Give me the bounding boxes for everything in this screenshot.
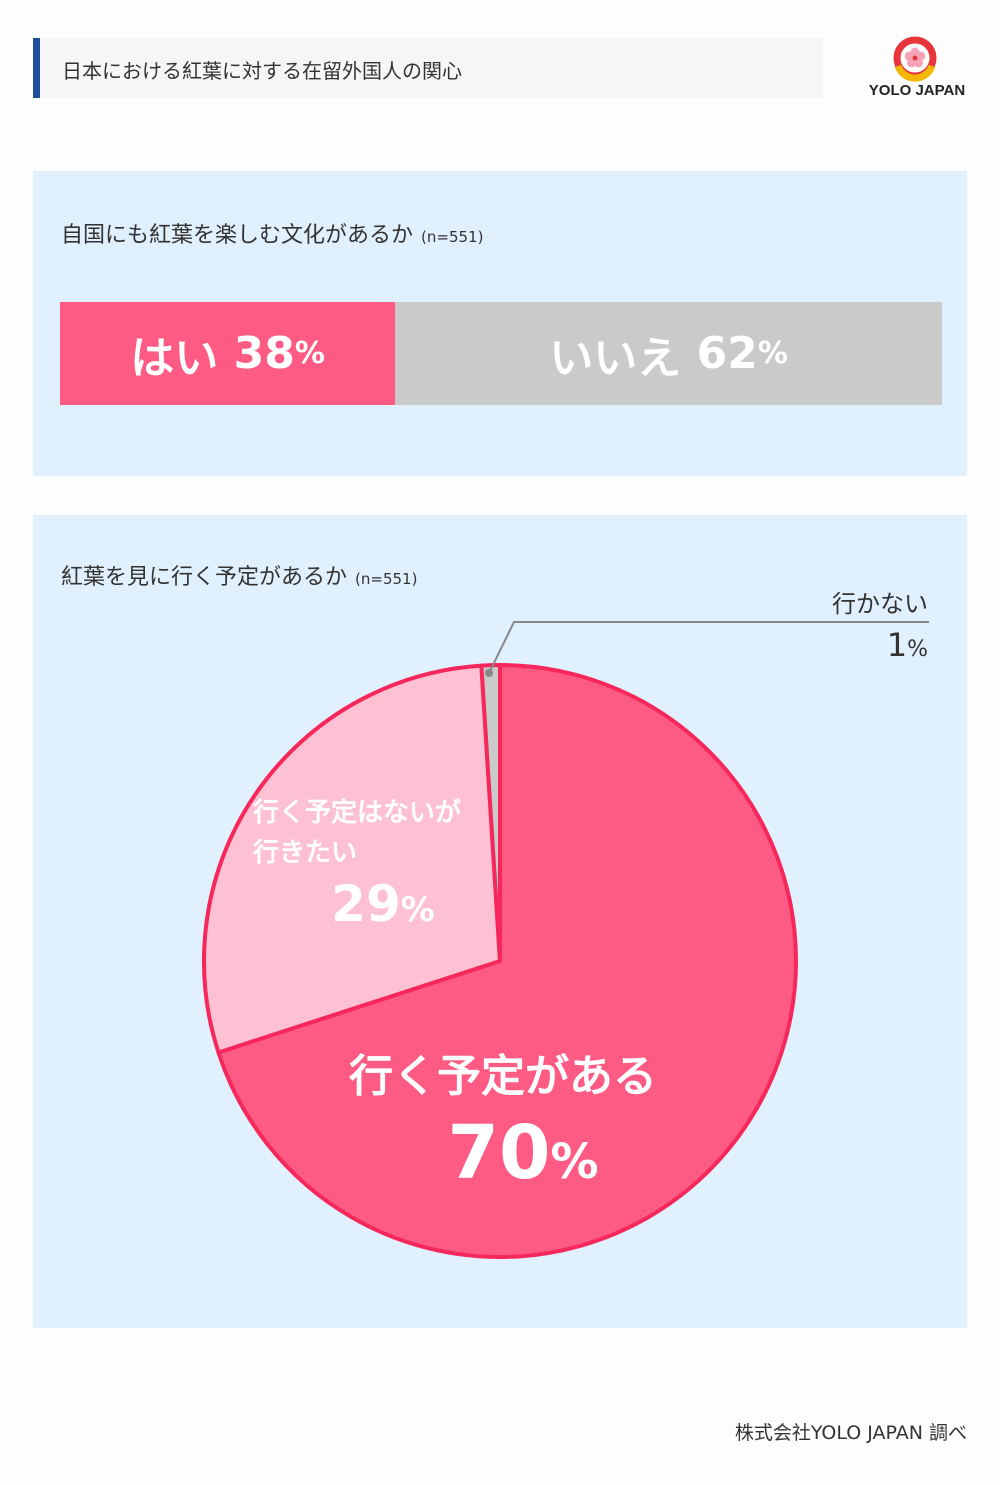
leader-dot <box>485 669 493 677</box>
pie-slice-want-to-go <box>202 663 502 1055</box>
logo-text: YOLO JAPAN <box>868 82 966 99</box>
source-credit: 株式会社YOLO JAPAN 調べ <box>734 1422 967 1444</box>
slice-value-want-number: 29 <box>331 875 401 933</box>
slice-label-want-line1: 行く予定はないが <box>253 798 462 828</box>
slice-label-want-to-go: 行く予定はないが 行きたい <box>253 793 461 873</box>
cherry-blossom-icon <box>893 36 937 82</box>
bar-value-no: 62 <box>696 328 758 379</box>
question-heading: 自国にも紅葉を楽しむ文化があるか (n=551) <box>61 217 483 249</box>
slice-label-not-going: 行かない <box>832 590 928 618</box>
question-text: 紅葉を見に行く予定があるか <box>61 565 348 590</box>
sample-size: (n=551) <box>355 570 418 588</box>
sample-size: (n=551) <box>421 228 484 246</box>
slice-value-want-to-go: 29% <box>323 875 443 933</box>
bar-segment-yes: はい 38% <box>60 302 396 405</box>
pie-chart <box>202 621 929 1259</box>
page-title-bar: 日本における紅葉に対する在留外国人の関心 <box>33 38 823 98</box>
bar-label-yes: はい <box>130 332 219 384</box>
question-text: 自国にも紅葉を楽しむ文化があるか <box>61 223 414 248</box>
plan-question-panel: 紅葉を見に行く予定があるか (n=551) 行かない 1% 行く予定はないが 行き… <box>33 515 967 1328</box>
pie-slice-planning <box>216 663 798 1259</box>
slice-value-not-going-unit: % <box>907 637 928 662</box>
bar-value-yes: 38 <box>233 328 295 379</box>
slice-value-planning-unit: % <box>550 1134 599 1190</box>
culture-question-panel: 自国にも紅葉を楽しむ文化があるか (n=551) はい 38% いいえ 62% <box>33 171 967 476</box>
yolo-japan-logo: YOLO JAPAN <box>862 36 972 106</box>
bar-segment-no: いいえ 62% <box>395 302 942 405</box>
slice-value-planning: 70% <box>433 1110 613 1196</box>
slice-value-not-going: 1% <box>821 626 928 664</box>
page-title: 日本における紅葉に対する在留外国人の関心 <box>62 59 462 83</box>
question-heading: 紅葉を見に行く予定があるか (n=551) <box>61 559 417 591</box>
leader-line <box>488 621 929 674</box>
bar-label-no: いいえ <box>549 332 682 384</box>
slice-value-not-going-number: 1 <box>886 626 908 664</box>
slice-label-planning: 行く予定がある <box>349 1051 657 1102</box>
slice-value-want-unit: % <box>400 890 435 930</box>
slice-label-want-line2: 行きたい <box>253 838 358 868</box>
bar-unit-yes: % <box>294 336 325 371</box>
pie-slice-not-going <box>479 663 502 963</box>
stacked-bar-chart: はい 38% いいえ 62% <box>60 302 942 405</box>
bar-unit-no: % <box>757 336 788 371</box>
slice-value-planning-number: 70 <box>447 1110 551 1196</box>
